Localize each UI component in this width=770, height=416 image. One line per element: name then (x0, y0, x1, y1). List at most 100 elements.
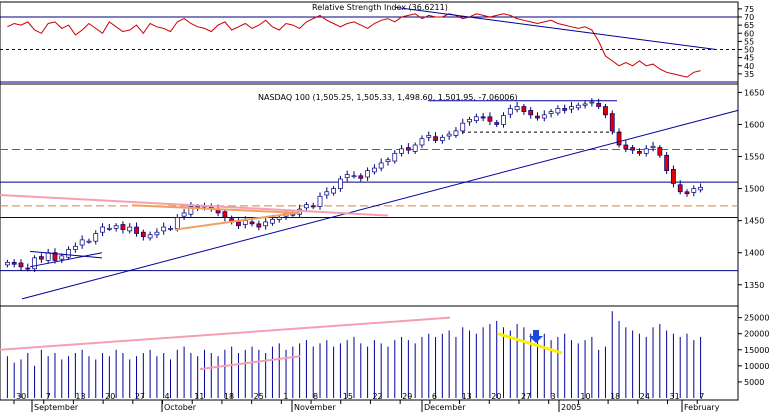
candle-body (650, 145, 656, 148)
candle-body (72, 245, 78, 250)
pennant-top (29, 250, 103, 259)
candle-body (32, 257, 37, 270)
candle-body (439, 136, 445, 141)
candle-body (338, 178, 343, 189)
day-tick-label: 18 (224, 392, 234, 401)
candle-body (426, 135, 432, 138)
rsi-axis-label: 40 (744, 62, 754, 71)
day-tick-label: 3 (551, 392, 556, 401)
candle-body (351, 175, 357, 178)
rsi-axis-label: 70 (744, 13, 754, 22)
candle-body (304, 204, 309, 209)
day-tick-label: 15 (343, 392, 353, 401)
candle-body (38, 256, 44, 260)
candle-body (460, 122, 466, 132)
candle-body (664, 154, 670, 171)
price-title: NASDAQ 100 (1,505.25, 1,505.33, 1,498.60… (258, 93, 518, 102)
candle-body (11, 261, 17, 265)
day-tick-label: 1 (283, 392, 288, 401)
candle-body (548, 111, 554, 114)
month-label: September (34, 403, 79, 412)
candle-body (242, 220, 248, 225)
candle-body (106, 227, 112, 230)
volume-axis-label: 15000 (744, 346, 769, 355)
candle-body (79, 239, 85, 246)
candle-body (93, 233, 99, 242)
month-label: February (684, 403, 720, 412)
rsi-title: Relative Strength Index (36.6211) (312, 3, 448, 12)
candle-body (25, 267, 31, 270)
candle-body (127, 226, 133, 232)
candle-body (446, 133, 452, 137)
candle-body (59, 255, 65, 260)
day-tick-label: 31 (670, 392, 680, 401)
candle-body (399, 148, 404, 154)
candle-body (643, 148, 649, 154)
pink-trendline (0, 194, 389, 217)
candle-body (174, 217, 180, 229)
candle-body (487, 116, 493, 122)
day-tick-label: 4 (165, 392, 170, 401)
day-tick-label: 18 (610, 392, 620, 401)
candle-body (514, 106, 520, 111)
candle-body (698, 186, 703, 191)
day-tick-label: 11 (194, 392, 204, 401)
candle-body (113, 225, 119, 229)
price-axis-label: 1350 (744, 281, 764, 290)
day-tick-label: 13 (75, 392, 85, 401)
candle-body (324, 191, 330, 196)
rsi-axis-label: 50 (744, 46, 754, 55)
candle-body (412, 144, 418, 152)
volume-axis-label: 20000 (744, 330, 769, 339)
grid-layer (0, 16, 738, 272)
month-label: 2005 (561, 403, 581, 412)
candle-body (310, 205, 316, 208)
candle-body (657, 147, 663, 156)
candle-body (385, 159, 391, 163)
rsi-trendline (394, 6, 717, 50)
day-tick-label: 8 (313, 392, 318, 401)
price-panel-frame (0, 83, 739, 307)
candle-body (331, 188, 337, 194)
candle-body (236, 221, 241, 227)
candle-body (45, 252, 51, 261)
candle-body (637, 151, 642, 154)
candle-body (147, 234, 153, 239)
volume-pink-line-2 (199, 355, 301, 371)
rsi-panel-frame (0, 1, 739, 85)
candle-body (623, 144, 629, 150)
day-tick-label: 29 (402, 392, 412, 401)
candle-body (222, 211, 228, 218)
pennant-bottom (29, 252, 103, 268)
candle-body (541, 114, 547, 119)
candle-body (358, 175, 364, 179)
candle-body (188, 206, 194, 215)
rsi-axis-label: 45 (744, 54, 754, 63)
candle-body (134, 226, 139, 234)
candle-body (181, 212, 187, 217)
candle-body (419, 138, 425, 146)
price-axis-label: 1650 (744, 88, 764, 97)
candle-body (249, 221, 255, 225)
candle-body (392, 152, 398, 162)
price-axis-label: 1450 (744, 217, 764, 226)
candle-body (480, 116, 486, 119)
month-label: October (164, 403, 197, 412)
volume-axis-label: 5000 (744, 378, 764, 387)
candle-body (589, 101, 595, 104)
candle-body (521, 106, 527, 112)
price-layer (5, 98, 703, 272)
month-label: November (294, 403, 336, 412)
candle-body (562, 108, 568, 111)
candle-body (371, 167, 377, 173)
month-label: December (424, 403, 466, 412)
day-tick-label: 30 (16, 392, 26, 401)
rising-support-line (21, 109, 739, 300)
price-axis-label: 1600 (744, 120, 764, 129)
candle-body (433, 136, 438, 141)
candle-body (603, 106, 608, 116)
day-tick-label: 24 (640, 392, 650, 401)
orange-upper-line (131, 204, 301, 214)
rsi-axis-label: 65 (744, 21, 754, 30)
